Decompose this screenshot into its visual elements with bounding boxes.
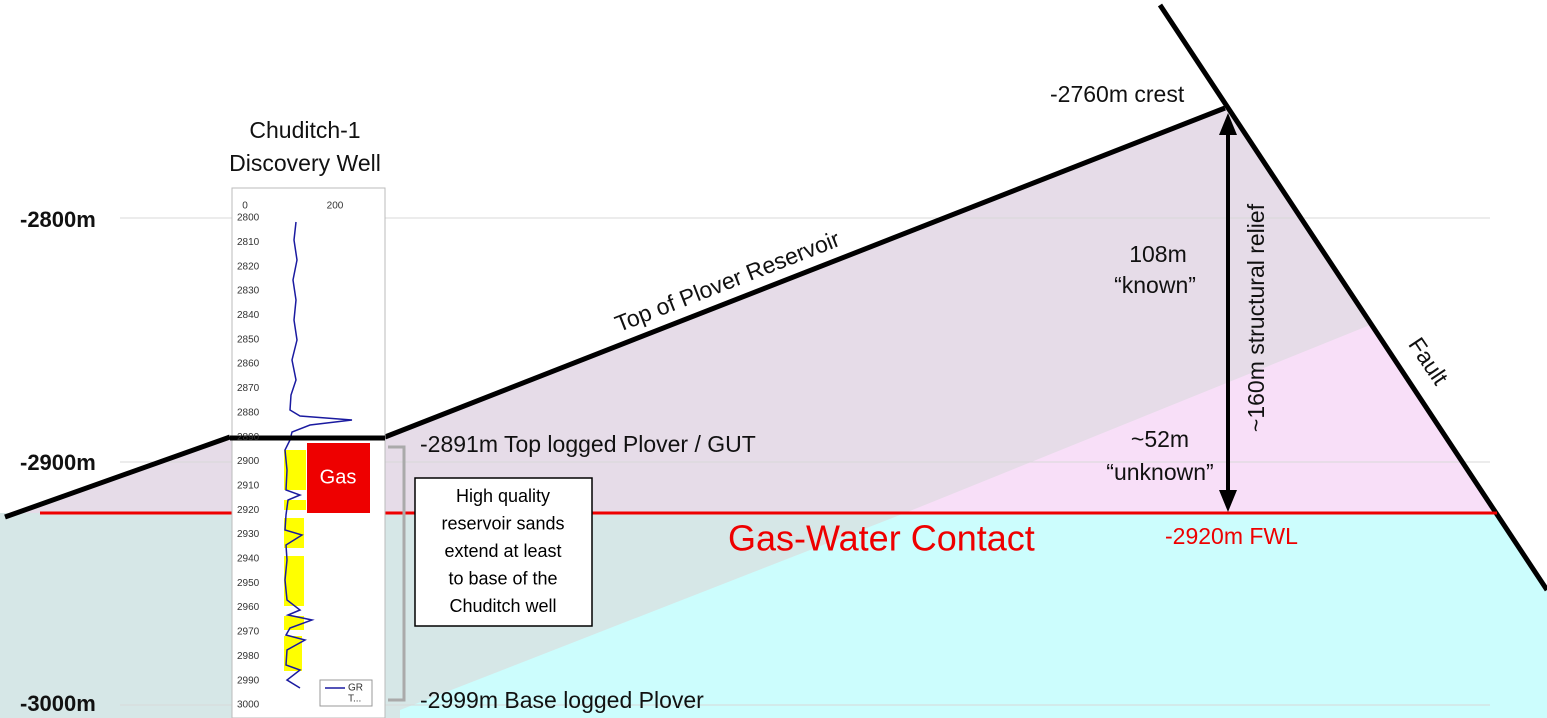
depth-tick-label: 2800 [237, 213, 260, 224]
gas-box [307, 443, 370, 513]
fault-line [1157, 3, 1547, 592]
depth-tick-label: 2970 [237, 627, 260, 638]
base-logged-label: -2999m Base logged Plover [420, 687, 704, 713]
depth-tick-label: 2920 [237, 505, 260, 516]
arrow-head [1219, 490, 1237, 512]
top-reservoir [4, 434, 231, 520]
depth-tick-label: 2900 [237, 456, 260, 467]
depth-tick-label: 2840 [237, 310, 260, 321]
note-line: High quality [456, 486, 550, 506]
depth-tick-label: 2910 [237, 480, 260, 491]
well-title: Discovery Well [229, 150, 381, 176]
crest-label: -2760m crest [1050, 81, 1185, 107]
depth-tick-label: 2930 [237, 529, 260, 540]
depth-tick-label: 2950 [237, 578, 260, 589]
note-text: High quality reservoir sands extend at lea… [441, 486, 564, 616]
depth-tick-label: 2890 [237, 432, 260, 443]
fwl-label: -2920m FWL [1165, 523, 1298, 549]
depth-tick-label: 2980 [237, 651, 260, 662]
note-line: extend at least [444, 541, 561, 561]
depth-label: -2800m [20, 207, 96, 232]
depth-tick-label: 2820 [237, 261, 260, 272]
depth-tick-label: 3000 [237, 700, 260, 711]
water-zone-right [400, 513, 1547, 718]
unknown-label: ~52m [1131, 426, 1189, 452]
log-legend [319, 679, 373, 707]
top-reservoir [384, 105, 1226, 440]
depth-tick-label: 2990 [237, 675, 260, 686]
top-logged-label: -2891m Top logged Plover / GUT [420, 431, 756, 457]
known-label: “known” [1114, 272, 1196, 298]
log-curve [284, 221, 353, 689]
depth-tick-label: 2830 [237, 286, 260, 297]
note-line: reservoir sands [441, 513, 564, 533]
note-line: to base of the [448, 568, 557, 588]
arrow-head [1219, 113, 1237, 135]
depth-tick-label: 2960 [237, 602, 260, 613]
unknown-zone [905, 325, 1497, 513]
legend-label: GR [348, 683, 363, 694]
depth-tick-label: 2810 [237, 237, 260, 248]
depth-tick-label: 2850 [237, 334, 260, 345]
depth-label: -2900m [20, 450, 96, 475]
depth-ticks: 2800 2810 2820 2830 2840 2850 2860 2870 2880 2890… [237, 213, 260, 711]
depth-tick-label: 2880 [237, 407, 260, 418]
log-axis-label: 200 [327, 201, 344, 212]
contact-label: Gas-Water Contact [728, 518, 1035, 559]
note-box [414, 477, 593, 627]
relief-label: ~160m structural relief [1243, 203, 1269, 432]
legend-label: T... [348, 694, 361, 705]
depth-tick-label: 2860 [237, 359, 260, 370]
bracket [388, 445, 406, 702]
depth-tick-label: 2940 [237, 554, 260, 565]
note-line: Chuditch well [449, 596, 556, 616]
unknown-label: “unknown” [1106, 459, 1213, 485]
depth-label: -3000m [20, 691, 96, 716]
depth-tick-label: 2870 [237, 383, 260, 394]
gas-label: Gas [320, 466, 357, 488]
gas-zone [5, 108, 1497, 517]
log-axis-label: 0 [242, 201, 248, 212]
well-title: Chuditch-1 [249, 117, 360, 143]
known-label: 108m [1129, 241, 1187, 267]
